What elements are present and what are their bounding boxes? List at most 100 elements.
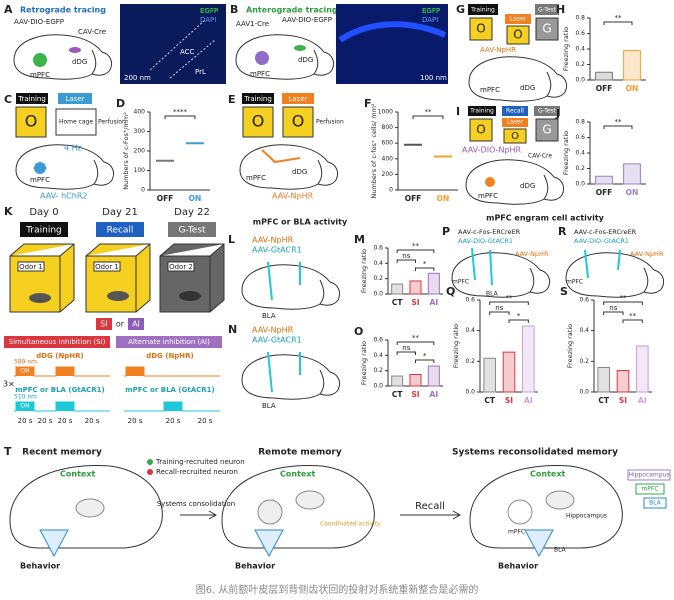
- ai-box: [128, 318, 144, 330]
- chamber: [535, 17, 559, 41]
- stage-box: [534, 106, 560, 116]
- section-header: mPFC engram cell activity: [486, 214, 605, 223]
- significance-label: ns: [495, 304, 503, 312]
- chamber: [469, 17, 493, 41]
- virus-label: AAV-c-Fos-ERCreER: [574, 228, 637, 236]
- significance-bracket: [622, 319, 643, 323]
- stage-title: Systems reconsolidated memory: [452, 448, 618, 458]
- virus-label: AAV-DIO-GtACR1: [458, 237, 513, 245]
- panel-label: K: [4, 205, 13, 218]
- stage-label: Training: [470, 7, 495, 14]
- y-axis-label: Freezing ratio: [562, 27, 570, 71]
- chamber: [242, 106, 274, 138]
- si-box: [96, 318, 112, 330]
- bar: [391, 375, 404, 387]
- stage-box: [468, 106, 496, 116]
- ddg-region: [69, 47, 81, 53]
- y-tick-label: 400: [134, 109, 146, 116]
- x-tick-label: SI: [505, 396, 513, 405]
- virus-label: CAV-Cre: [528, 153, 552, 160]
- y-axis-label: Freezing ratio: [452, 324, 460, 368]
- panel-label: D: [116, 97, 125, 110]
- panel-label: I: [456, 105, 460, 118]
- bar: [597, 366, 610, 393]
- x-tick-label: ON: [437, 194, 450, 203]
- region-label: dDG: [520, 84, 535, 92]
- stage-title: Recent memory: [22, 448, 102, 458]
- significance-label: **: [620, 294, 628, 302]
- significance-bracket: [489, 311, 510, 315]
- chamber: [535, 118, 559, 142]
- brain-outline: [241, 264, 341, 310]
- legend-label: Recall-recruited neuron: [156, 468, 238, 476]
- chamber-symbol: O: [513, 28, 522, 42]
- significance-label: ****: [173, 108, 188, 116]
- laser-trace: [14, 401, 110, 412]
- chamber: [85, 243, 151, 313]
- chamber: [506, 25, 530, 45]
- region-label: mPFC: [478, 192, 498, 200]
- y-tick-label: 200: [134, 148, 146, 155]
- significance-bracket: [603, 301, 643, 305]
- y-tick-label: 0.2: [373, 367, 383, 374]
- mpfc: [507, 499, 533, 525]
- virus-label: AAV-NpHR: [252, 236, 294, 245]
- y-tick-label: 0.0: [373, 291, 383, 298]
- stage-label: Perfusion: [98, 119, 126, 126]
- region-label: Hippocampus: [566, 513, 607, 520]
- behavior-label: Behavior: [498, 562, 538, 571]
- region-label: mPFC: [30, 71, 50, 79]
- y-tick-label: 0: [389, 187, 393, 194]
- duration-label: 20 s: [85, 417, 100, 425]
- bar: [616, 370, 630, 393]
- bar: [636, 345, 649, 393]
- arrow: [400, 510, 462, 520]
- mpfc-region: [34, 162, 46, 174]
- condition-label: AI: [132, 320, 140, 329]
- panel-label: G: [456, 3, 465, 16]
- bar: [522, 325, 535, 393]
- virus-label: AAV-DIO-EGFP: [14, 18, 64, 26]
- panel-label: F: [364, 97, 372, 110]
- y-axis-label: Freezing ratio: [566, 324, 574, 368]
- laser-box: [58, 93, 92, 104]
- region-label: ACC: [180, 48, 195, 56]
- panel-label: P: [442, 225, 450, 238]
- mpfc-region: [255, 51, 269, 65]
- panel-p: P AAV-c-Fos-ERCreER AAV-DIO-GtACR1 AAV-N…: [442, 225, 551, 298]
- stage-label: Laser: [510, 16, 527, 23]
- panel-k: K Day 0 Day 21 Day 22 Training Recall G-…: [3, 205, 225, 425]
- context-label: Context: [60, 470, 95, 479]
- region-label: dDG: [292, 168, 307, 176]
- significance-label: ns: [609, 304, 617, 312]
- y-axis-label: Numbers of c-Fos⁺/mm²: [122, 112, 130, 190]
- significance-bracket: [396, 341, 435, 345]
- duration-label: 20 s: [38, 417, 53, 425]
- chamber-symbol: O: [292, 112, 305, 131]
- chamber-symbol: G: [542, 123, 551, 137]
- process-label: Systems consolidation: [157, 500, 236, 508]
- stage-box: [535, 4, 559, 15]
- significance-bracket: [396, 259, 416, 263]
- stain-label: EGFP: [200, 7, 218, 15]
- target-label: mPFC or BLA (GtACR1): [15, 386, 104, 394]
- legend-label: mPFC: [641, 486, 658, 493]
- virus-label: AAV-DIO-EGFP: [282, 16, 332, 24]
- dg-layer: [338, 21, 447, 43]
- bar: [623, 50, 641, 81]
- virus-label: AAV-DIO-NpHR: [462, 146, 522, 155]
- bar: [595, 71, 613, 81]
- x-tick-label: SI: [411, 298, 419, 307]
- fiber: [471, 247, 493, 286]
- duration-label: 20 s: [198, 417, 213, 425]
- significance-bracket: [396, 351, 416, 355]
- chamber-symbol: G: [542, 22, 551, 36]
- day-label: Day 21: [102, 207, 138, 218]
- chamber-symbol: O: [25, 112, 38, 131]
- bar: [391, 283, 404, 295]
- y-tick-label: 0: [141, 187, 145, 194]
- y-tick-label: 0.6: [579, 297, 589, 304]
- day-label: Day 22: [174, 207, 210, 218]
- region-label: BLA: [262, 312, 276, 320]
